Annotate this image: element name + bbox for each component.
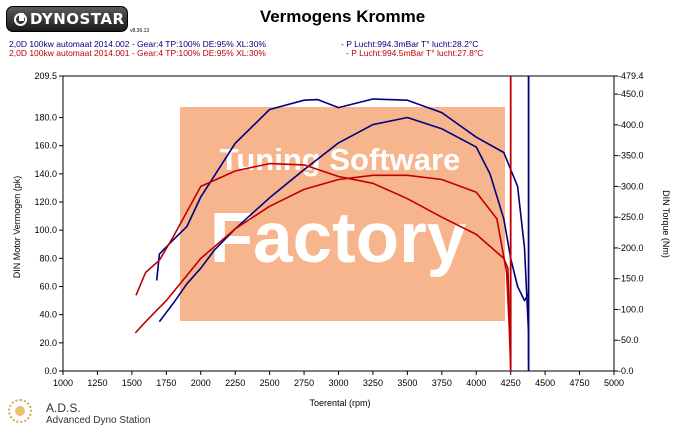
watermark-box	[180, 107, 505, 321]
y-axis-left-label: DIN Motor Vermogen (pk)	[12, 176, 22, 279]
y-right-tick-label: -50.0	[618, 335, 639, 345]
x-tick-label: 1000	[53, 378, 73, 388]
watermark-line1: Tuning Software	[220, 142, 461, 177]
logo-text: DYNOSTAR	[30, 10, 125, 28]
y-left-tick-label: 120.0	[34, 197, 57, 207]
ads-logo	[8, 399, 38, 427]
x-tick-label: 1500	[122, 378, 142, 388]
dynostar-logo: DYNOSTAR	[6, 6, 128, 32]
x-tick-label: 3000	[328, 378, 348, 388]
y-right-tick-label: -479.4	[618, 71, 644, 81]
ads-brand-full: Advanced Dyno Station	[46, 415, 151, 426]
y-right-tick-label: -300.0	[618, 181, 644, 191]
watermark-line2: Factory	[210, 199, 467, 278]
ads-brand-short: A.D.S.	[46, 401, 81, 415]
x-tick-label: 4500	[535, 378, 555, 388]
axes: 1000 1250 1500 1750 2000 2250 2500 2750 3000 3250…	[34, 71, 643, 388]
x-tick-label: 4750	[570, 378, 590, 388]
series-line-power-run-1	[134, 174, 512, 370]
y-right-tick-label: -150.0	[618, 274, 644, 284]
y-right-tick-label: -450.0	[618, 89, 644, 99]
run-1-conditions: - P Lucht:994.3mBar T° lucht:28.2°C	[341, 39, 479, 49]
x-tick-label: 2250	[225, 378, 245, 388]
x-tick-label: 2500	[260, 378, 280, 388]
run-2-conditions: - P Lucht:994.5mBar T° lucht:27.8°C	[346, 48, 484, 58]
y-axis-right-label: DIN Torque (Nm)	[661, 190, 671, 258]
run-2-name: 2,0D 100kw automaat 2014.001 - Gear:4 TP…	[9, 48, 266, 58]
run-legend-1: 2,0D 100kw automaat 2014.002 - Gear:4 TP…	[9, 39, 478, 49]
y-left-tick-label: 0.0	[44, 366, 57, 376]
y-right-tick-label: -350.0	[618, 151, 644, 161]
y-left-tick-label: 80.0	[39, 253, 57, 263]
x-tick-label: 4000	[466, 378, 486, 388]
y-right-tick-label: -250.0	[618, 212, 644, 222]
y-right-tick-label: -200.0	[618, 243, 644, 253]
y-right-tick-label: -400.0	[618, 120, 644, 130]
dynostar-logo-icon	[14, 12, 27, 26]
y-right-tick-label: -100.0	[618, 304, 644, 314]
ads-logo-icon	[8, 399, 32, 423]
logo-subtext: v8.36.13	[130, 28, 150, 34]
x-tick-label: 5000	[604, 378, 624, 388]
y-left-tick-label: 180.0	[34, 113, 57, 123]
series-group	[134, 76, 530, 371]
y-right-tick-label: -0.0	[618, 366, 634, 376]
x-tick-label: 2750	[294, 378, 314, 388]
x-tick-label: 2000	[191, 378, 211, 388]
y-left-tick-label: 160.0	[34, 141, 57, 151]
run-legend-2: 2,0D 100kw automaat 2014.001 - Gear:4 TP…	[9, 48, 483, 58]
y-left-tick-label: 40.0	[39, 310, 57, 320]
x-tick-label: 1750	[156, 378, 176, 388]
series-line-torque-run-1	[135, 162, 512, 360]
x-tick-label: 4250	[501, 378, 521, 388]
run-1-name: 2,0D 100kw automaat 2014.002 - Gear:4 TP…	[9, 39, 266, 49]
x-axis-label: Toerental (rpm)	[309, 398, 370, 408]
x-tick-label: 3500	[397, 378, 417, 388]
x-tick-label: 3250	[363, 378, 383, 388]
y-left-tick-label: 60.0	[39, 282, 57, 292]
y-left-tick-label: 20.0	[39, 338, 57, 348]
watermark: Tuning Software Factory	[180, 107, 505, 321]
series-line-torque-run-2	[155, 98, 530, 359]
x-tick-label: 3750	[432, 378, 452, 388]
y-left-tick-label: 100.0	[34, 225, 57, 235]
y-left-tick-label: 140.0	[34, 169, 57, 179]
y-left-tick-label: 209.5	[34, 71, 57, 81]
chart-title: Vermogens Kromme	[259, 7, 426, 26]
x-tick-label: 1250	[87, 378, 107, 388]
